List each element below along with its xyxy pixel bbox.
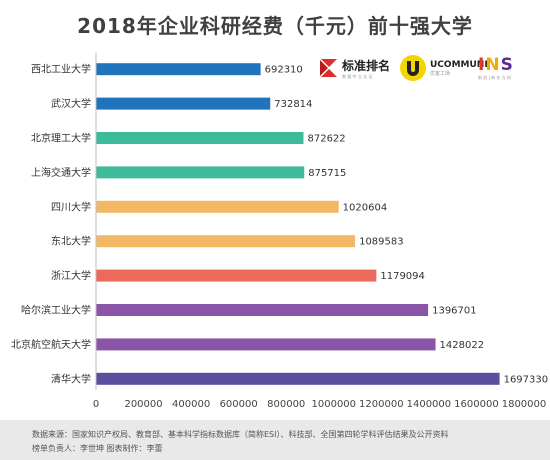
bar [96,200,339,213]
data-label: 1697330 [504,374,549,385]
x-tick-label: 1200000 [359,399,404,410]
ins-logo: INS 新 浪 | 新 东 方 研 [478,52,514,84]
category-label: 东北大学 [51,235,91,248]
x-tick-label: 400000 [172,399,210,410]
bar [96,63,261,76]
category-label: 浙江大学 [51,269,91,282]
category-label: 北京航空航天大学 [11,338,91,351]
bar [96,235,356,248]
x-tick-label: 1600000 [454,399,499,410]
logo1-sub: 数 据 中 立 论 证 [342,73,373,79]
ucommune-logo-icon [400,55,426,81]
bar [96,166,305,179]
data-label: 872622 [307,134,345,145]
footer-credits: 榜单负责人：李世坤 图表制作：李蕾 [32,444,163,453]
ucommune-logo: UCOMMUNE 优客工场 [398,52,490,84]
x-tick-label: 0 [93,399,99,410]
bar-chart: 西北工业大学 692310 武汉大学 732814 北京理工大学 872622 上海交通大学… [11,52,549,410]
bar [96,132,304,144]
bar [96,338,436,351]
bar [96,304,429,316]
x-tick-label: 600000 [220,399,258,410]
standard-ranking-logo-icon [320,59,337,77]
logo3-sub: 新 浪 | 新 东 方 研 [478,75,511,80]
category-label: 哈尔滨工业大学 [21,304,91,317]
x-tick-label: 1800000 [502,399,547,410]
logo2-sub: 优客工场 [430,70,451,77]
data-label: 1089583 [359,237,404,248]
standard-ranking-logo: 标准排名 数 据 中 立 论 证 [318,52,390,84]
data-label: 732814 [274,99,312,110]
chart-title: 2018年企业科研经费（千元）前十强大学 [77,14,473,38]
bar [96,97,271,110]
data-label: 692310 [265,65,303,76]
logo-strip: 标准排名 数 据 中 立 论 证 UCOMMUNE 优客工场 INS 新 浪 |… [318,52,544,84]
category-label: 北京理工大学 [31,132,91,145]
data-label: 875715 [308,168,346,179]
bar [96,269,377,282]
data-label: 1396701 [432,306,477,317]
logo2-name: UCOMMUNE [430,59,491,70]
footer: 数据来源：国家知识产权局、教育部、基本科学指标数据库（简称ESI）、科技部、全国… [0,420,550,460]
category-label: 四川大学 [51,200,91,213]
category-label: 西北工业大学 [31,63,91,76]
logo1-name: 标准排名 [342,58,391,73]
footer-source: 数据来源：国家知识产权局、教育部、基本科学指标数据库（简称ESI）、科技部、全国… [32,430,449,439]
data-label: 1428022 [440,340,485,351]
x-tick-label: 1000000 [312,399,357,410]
data-label: 1020604 [343,202,388,213]
bar [96,372,500,385]
category-label: 上海交通大学 [31,166,91,179]
category-label: 清华大学 [51,372,91,385]
category-label: 武汉大学 [51,97,91,110]
ins-logo-icon: INS [478,55,514,75]
x-tick-label: 200000 [124,399,162,410]
x-tick-label: 800000 [267,399,305,410]
data-label: 1179094 [380,271,425,282]
x-tick-label: 1400000 [407,399,452,410]
